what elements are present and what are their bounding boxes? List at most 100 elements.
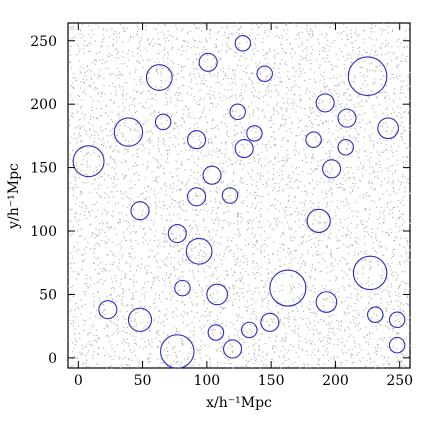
galaxy-point xyxy=(201,261,203,263)
galaxy-point xyxy=(158,44,160,46)
galaxy-point xyxy=(133,89,135,91)
galaxy-point xyxy=(350,192,352,194)
galaxy-point xyxy=(395,65,397,67)
galaxy-point xyxy=(315,95,317,97)
galaxy-point xyxy=(320,222,322,224)
galaxy-point xyxy=(80,170,83,172)
galaxy-point xyxy=(398,293,400,295)
galaxy-point xyxy=(236,214,239,216)
galaxy-point xyxy=(98,280,100,282)
galaxy-point xyxy=(287,139,289,141)
galaxy-point xyxy=(367,277,370,279)
galaxy-point xyxy=(198,184,200,186)
galaxy-point xyxy=(223,362,225,364)
galaxy-point xyxy=(283,212,285,214)
galaxy-point xyxy=(123,177,125,179)
galaxy-point xyxy=(75,127,77,129)
galaxy-point xyxy=(140,92,142,95)
galaxy-point xyxy=(157,345,159,347)
galaxy-point xyxy=(365,226,367,228)
galaxy-point xyxy=(69,142,71,144)
galaxy-point xyxy=(289,262,291,264)
galaxy-point xyxy=(240,177,242,179)
galaxy-point xyxy=(308,125,310,127)
galaxy-point xyxy=(350,118,352,121)
galaxy-point xyxy=(106,221,108,223)
galaxy-point xyxy=(273,78,275,80)
galaxy-point xyxy=(240,272,242,274)
galaxy-point xyxy=(292,105,294,107)
galaxy-point xyxy=(101,93,103,95)
galaxy-point xyxy=(309,97,311,99)
galaxy-point xyxy=(240,78,242,81)
galaxy-point xyxy=(220,84,223,86)
galaxy-point xyxy=(331,256,333,259)
galaxy-point xyxy=(297,365,299,367)
galaxy-point xyxy=(261,299,263,301)
galaxy-point xyxy=(327,181,329,183)
galaxy-point xyxy=(129,333,131,335)
galaxy-point xyxy=(228,36,230,38)
galaxy-point xyxy=(253,310,255,313)
galaxy-point xyxy=(341,325,343,327)
galaxy-point xyxy=(178,332,181,334)
galaxy-point xyxy=(157,276,159,278)
galaxy-point xyxy=(300,256,302,259)
galaxy-point xyxy=(154,298,156,300)
galaxy-point xyxy=(149,360,151,362)
galaxy-point xyxy=(318,42,320,44)
galaxy-point xyxy=(151,171,153,173)
galaxy-point xyxy=(399,124,401,127)
galaxy-point xyxy=(311,46,313,48)
galaxy-point xyxy=(184,105,186,107)
galaxy-point xyxy=(220,49,222,52)
galaxy-point xyxy=(227,77,229,80)
galaxy-point xyxy=(80,33,83,35)
galaxy-point xyxy=(341,142,343,144)
galaxy-point xyxy=(231,32,233,34)
galaxy-point xyxy=(338,296,340,298)
galaxy-point xyxy=(224,307,226,309)
galaxy-point xyxy=(102,153,105,156)
galaxy-point xyxy=(94,87,97,89)
galaxy-point xyxy=(375,233,377,235)
galaxy-point xyxy=(149,239,151,241)
galaxy-point xyxy=(149,43,151,45)
galaxy-point xyxy=(258,345,260,348)
galaxy-point xyxy=(168,187,171,189)
galaxy-point xyxy=(251,72,253,74)
galaxy-point xyxy=(209,28,211,30)
galaxy-point xyxy=(405,61,408,63)
galaxy-point xyxy=(308,239,310,242)
galaxy-point xyxy=(100,115,102,117)
galaxy-point xyxy=(309,304,311,306)
galaxy-point xyxy=(303,107,306,109)
galaxy-point xyxy=(135,84,137,86)
galaxy-point xyxy=(403,46,405,48)
galaxy-point xyxy=(257,354,259,356)
galaxy-point xyxy=(104,354,106,357)
galaxy-point xyxy=(158,340,160,342)
galaxy-point xyxy=(303,277,305,279)
galaxy-point xyxy=(210,329,213,331)
galaxy-point xyxy=(241,155,244,157)
galaxy-point xyxy=(234,196,236,199)
galaxy-point xyxy=(104,314,106,316)
galaxy-point xyxy=(275,26,278,28)
galaxy-point xyxy=(252,49,254,51)
galaxy-point xyxy=(353,75,356,77)
galaxy-point xyxy=(383,337,385,339)
galaxy-point xyxy=(403,143,405,145)
galaxy-point xyxy=(184,240,186,242)
galaxy-point xyxy=(99,51,101,54)
galaxy-point xyxy=(319,358,321,360)
galaxy-point xyxy=(379,197,381,199)
galaxy-point xyxy=(338,247,340,249)
galaxy-point xyxy=(247,65,249,67)
galaxy-point xyxy=(146,218,148,220)
galaxy-point xyxy=(234,328,236,330)
galaxy-point xyxy=(141,215,143,217)
galaxy-point xyxy=(310,343,313,345)
galaxy-point xyxy=(380,298,382,300)
galaxy-point xyxy=(175,79,177,81)
